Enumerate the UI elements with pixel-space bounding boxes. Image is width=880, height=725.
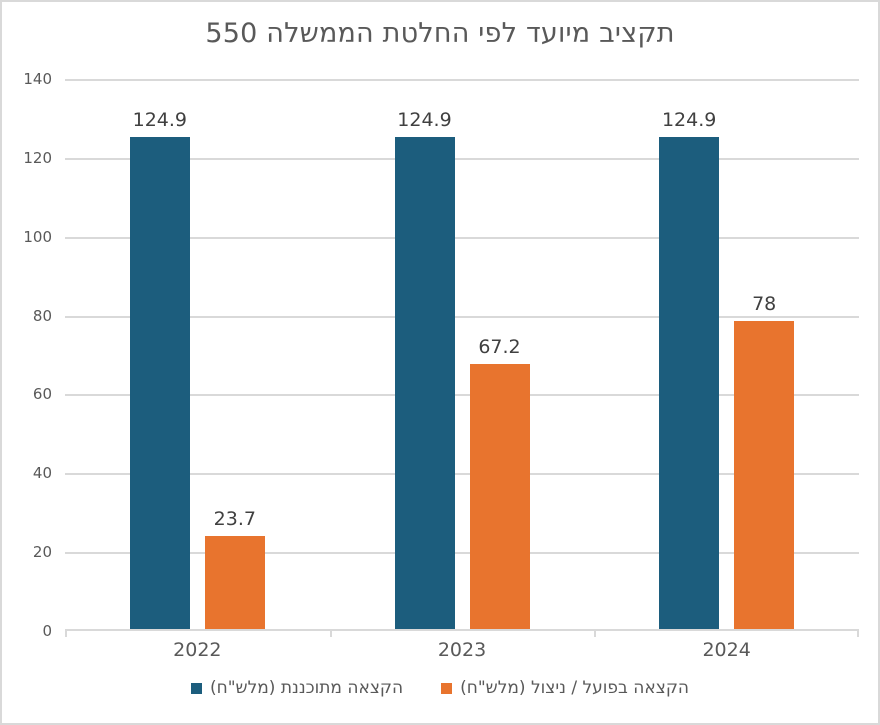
planned-allocation-bar (659, 136, 720, 629)
bar-value-label: 67.2 (478, 336, 521, 359)
gridline (65, 473, 859, 476)
legend-label: הקצאה בפועל / ניצול (מלש"ח) (460, 678, 689, 698)
actual-allocation-bar (204, 535, 265, 629)
y-tick-label: 140 (23, 70, 52, 88)
y-tick-label: 0 (42, 622, 52, 640)
legend-swatch (441, 682, 453, 694)
x-axis-line (65, 629, 859, 631)
legend-swatch (191, 682, 202, 694)
gridline (65, 157, 859, 160)
x-axis-label: 2023 (437, 639, 487, 661)
x-axis-tick (594, 629, 597, 637)
legend-item: הקצאה מתוכננת (מלש"ח) (191, 678, 403, 698)
gridline (65, 315, 859, 318)
y-tick-label: 40 (32, 464, 52, 483)
gridline (65, 236, 859, 239)
chart-title: תקציב מיועד לפי החלטת הממשלה 550 (205, 18, 675, 49)
bar-value-label: 23.7 (213, 507, 256, 530)
gridline (65, 552, 859, 555)
y-axis: 0 20 40 60 80 100 120 140 (2, 2, 52, 723)
planned-allocation-bar (394, 136, 455, 629)
planned-allocation-bar (129, 136, 190, 629)
gridline (65, 394, 859, 397)
y-tick-label: 20 (32, 543, 52, 562)
x-axis-tick (329, 629, 332, 637)
x-axis-tick (857, 629, 859, 637)
y-tick-label: 60 (32, 385, 52, 404)
y-tick-label: 120 (23, 148, 52, 167)
bar-value-label: 124.9 (661, 108, 717, 131)
y-tick-label: 80 (32, 306, 52, 325)
bar-value-label: 78 (752, 293, 777, 316)
actual-allocation-bar (734, 321, 795, 629)
x-axis-tick (65, 629, 67, 637)
bar-value-label: 124.9 (397, 108, 452, 131)
actual-allocation-bar (469, 364, 530, 629)
x-axis-label: 2022 (173, 639, 222, 661)
x-axis-label: 2024 (702, 639, 751, 661)
legend-item: הקצאה בפועל / ניצול (מלש"ח) (441, 678, 689, 698)
y-tick-label: 100 (23, 227, 52, 246)
legend: הקצאה בפועל / ניצול (מלש"ח) הקצאה מתוכננת… (2, 678, 878, 698)
plot-area: 124.9 23.7 124.9 67.2 124.9 78 (65, 79, 859, 637)
bar-value-label: 124.9 (132, 108, 188, 131)
legend-label: הקצאה מתוכננת (מלש"ח) (210, 678, 404, 698)
gridline (65, 79, 859, 81)
